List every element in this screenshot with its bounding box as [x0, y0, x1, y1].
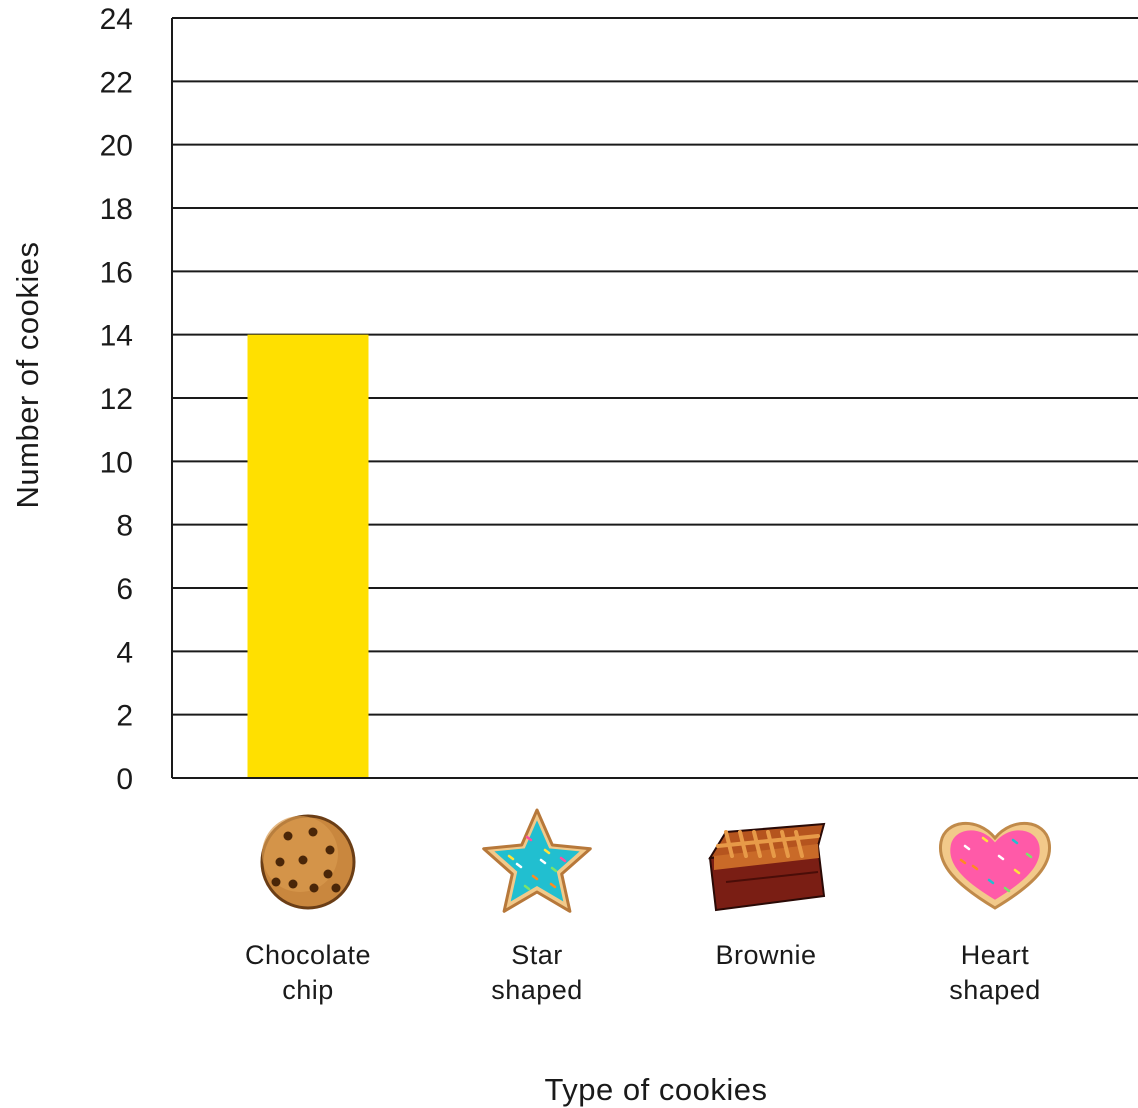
category-label: shaped: [949, 975, 1041, 1005]
y-tick-label: 4: [116, 636, 133, 669]
y-tick-label: 24: [100, 3, 133, 36]
category-label: Heart: [961, 940, 1030, 970]
category-label: chip: [282, 975, 334, 1005]
bar: [247, 334, 369, 778]
chocolate-chip-cookie-icon: [260, 814, 356, 910]
y-tick-label: 20: [100, 130, 133, 163]
y-tick-label: 22: [100, 66, 133, 99]
x-axis-title: Type of cookies: [545, 1072, 768, 1107]
y-tick-label: 2: [116, 700, 133, 733]
y-tick-label: 14: [100, 320, 133, 353]
bars: [247, 334, 369, 778]
y-tick-label: 6: [116, 573, 133, 606]
category-labels: Chocolate chip Star shaped Brownie Heart shape…: [245, 940, 1041, 1005]
y-tick-label: 0: [116, 763, 133, 796]
y-tick-label: 10: [100, 446, 133, 479]
brownie-icon: [708, 822, 826, 912]
category-label: shaped: [491, 975, 583, 1005]
y-tick-label: 12: [100, 383, 133, 416]
y-tick-label: 8: [116, 510, 133, 543]
axes: [171, 18, 1138, 779]
category-label: Chocolate: [245, 940, 371, 970]
heart-cookie-icon: [938, 822, 1052, 910]
star-cookie-icon: [482, 808, 592, 913]
category-label: Brownie: [715, 940, 816, 970]
category-icons: [260, 808, 1052, 913]
y-axis-title: Number of cookies: [10, 242, 45, 509]
category-label: Star: [511, 940, 563, 970]
y-tick-label: 18: [100, 193, 133, 226]
y-tick-label: 16: [100, 256, 133, 289]
